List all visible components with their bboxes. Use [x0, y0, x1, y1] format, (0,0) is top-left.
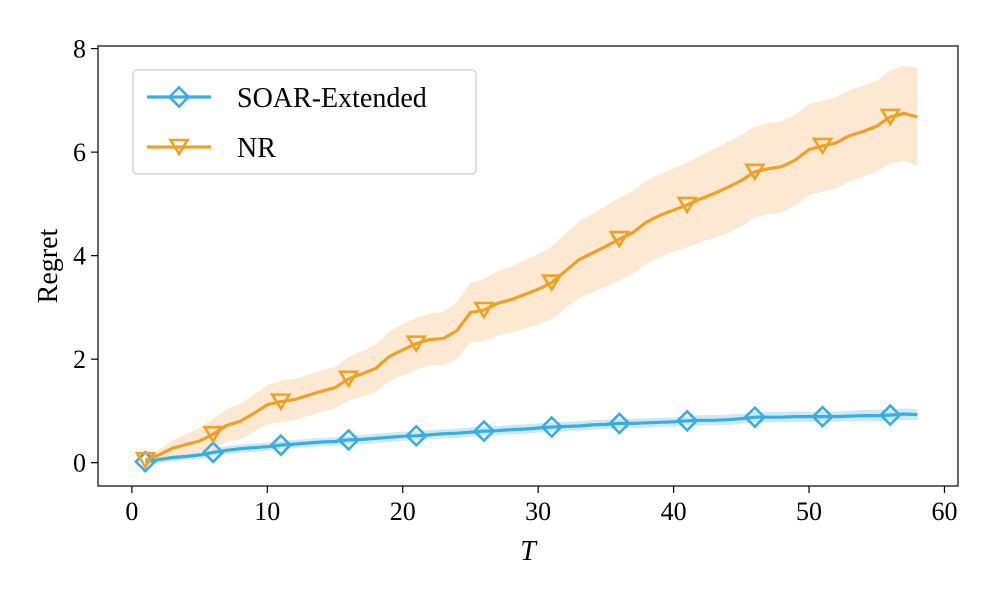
y-tick-label: 8	[73, 35, 86, 64]
x-tick-label: 50	[796, 497, 822, 526]
x-tick-label: 0	[125, 497, 138, 526]
legend-nr-label: NR	[237, 133, 276, 164]
y-axis-ticks: 0 2 4 6 8	[73, 35, 98, 478]
x-tick-label: 10	[254, 497, 280, 526]
soar-extended-line	[145, 412, 918, 464]
soar-extended-marker	[540, 415, 564, 439]
y-tick-label: 2	[73, 345, 86, 374]
soar-extended-marker	[472, 419, 496, 443]
x-tick-label: 60	[931, 497, 957, 526]
soar-extended-band	[145, 408, 918, 465]
x-tick-label: 40	[661, 497, 687, 526]
nr-marker	[811, 137, 834, 156]
nr-marker	[337, 370, 360, 389]
nr-marker	[879, 108, 902, 127]
legend-nr-marker	[168, 138, 190, 157]
series-lines	[144, 111, 918, 464]
x-axis-ticks: 0 10 20 30 40 50 60	[125, 486, 957, 526]
soar-extended-marker	[337, 428, 360, 452]
nr-marker	[540, 274, 563, 293]
confidence-bands	[145, 65, 918, 465]
nr-marker	[676, 196, 698, 215]
soar-extended-marker	[269, 433, 293, 457]
soar-extended-marker	[878, 403, 902, 427]
nr-line	[144, 111, 918, 462]
x-tick-label: 30	[525, 497, 551, 526]
soar-extended-marker	[404, 424, 428, 448]
soar-extended-marker	[743, 405, 767, 429]
nr-marker	[270, 393, 292, 412]
soar-extended-marker	[675, 409, 699, 433]
nr-marker	[473, 301, 495, 320]
plot-frame	[97, 45, 959, 487]
y-tick-label: 0	[73, 449, 86, 478]
soar-extended-marker	[811, 405, 834, 428]
soar-extended-marker	[201, 441, 225, 464]
nr-marker	[202, 425, 224, 444]
series-markers	[134, 108, 902, 474]
nr-marker	[608, 230, 631, 249]
legend-soar-extended-label: SOAR-Extended	[237, 83, 427, 114]
nr-marker	[405, 335, 428, 354]
legend-soar-extended-marker	[167, 85, 191, 109]
nr-marker	[134, 451, 157, 470]
nr-band	[145, 65, 918, 463]
y-axis-label: Regret	[33, 228, 64, 303]
y-tick-label: 6	[73, 138, 86, 167]
y-tick-label: 4	[73, 242, 86, 271]
x-axis-label: T	[520, 536, 538, 567]
x-tick-label: 20	[390, 497, 416, 526]
legend: SOAR-Extended NR	[132, 69, 477, 175]
soar-extended-marker	[608, 412, 631, 435]
nr-marker	[744, 163, 766, 182]
legend-box	[132, 69, 477, 175]
